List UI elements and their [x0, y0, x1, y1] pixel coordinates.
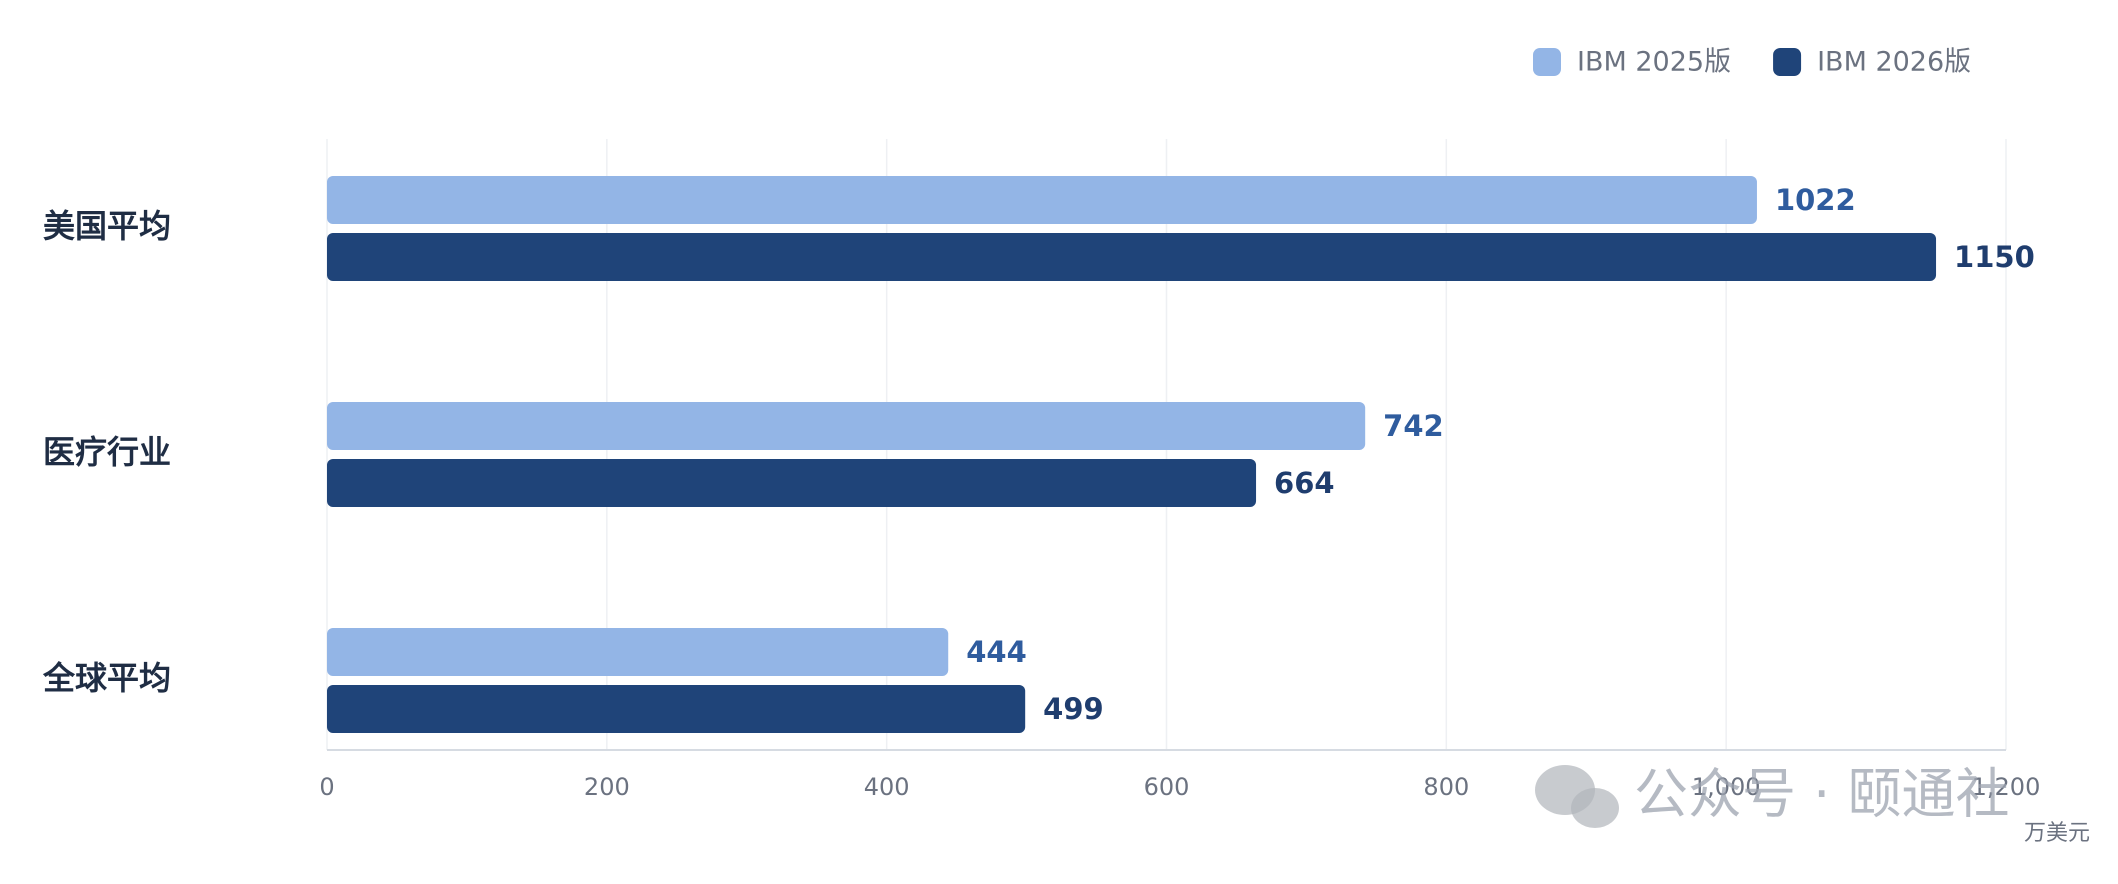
legend-swatch	[1773, 48, 1802, 76]
value-label: 664	[1274, 466, 1335, 500]
category-label: 美国平均	[43, 207, 171, 245]
category-label: 医疗行业	[43, 433, 171, 471]
legend-label: IBM 2025版	[1577, 47, 1731, 78]
watermark: 公众号 · 颐通社	[1634, 763, 2010, 826]
value-label: 742	[1383, 409, 1444, 443]
value-label: 444	[966, 635, 1027, 669]
x-tick-label: 200	[584, 773, 630, 801]
legend-label: IBM 2026版	[1817, 47, 1971, 78]
watermark-icon	[1571, 788, 1619, 828]
category-label: 全球平均	[42, 659, 171, 697]
value-label: 1022	[1775, 183, 1856, 217]
x-tick-label: 1,200	[1972, 773, 2041, 801]
legend-swatch	[1533, 48, 1561, 76]
value-label: 1150	[1954, 240, 2035, 274]
x-unit: 万美元	[2024, 821, 2090, 846]
bar	[327, 402, 1366, 450]
bar	[327, 176, 1757, 224]
bar	[327, 685, 1026, 733]
x-tick-label: 600	[1144, 773, 1190, 801]
value-label: 499	[1043, 692, 1104, 726]
bar	[327, 233, 1937, 281]
x-tick-label: 1,000	[1692, 773, 1761, 801]
bar	[327, 459, 1257, 507]
x-tick-label: 800	[1423, 773, 1469, 801]
x-tick-label: 400	[864, 773, 910, 801]
x-tick-label: 0	[319, 773, 334, 801]
bar	[327, 628, 949, 676]
